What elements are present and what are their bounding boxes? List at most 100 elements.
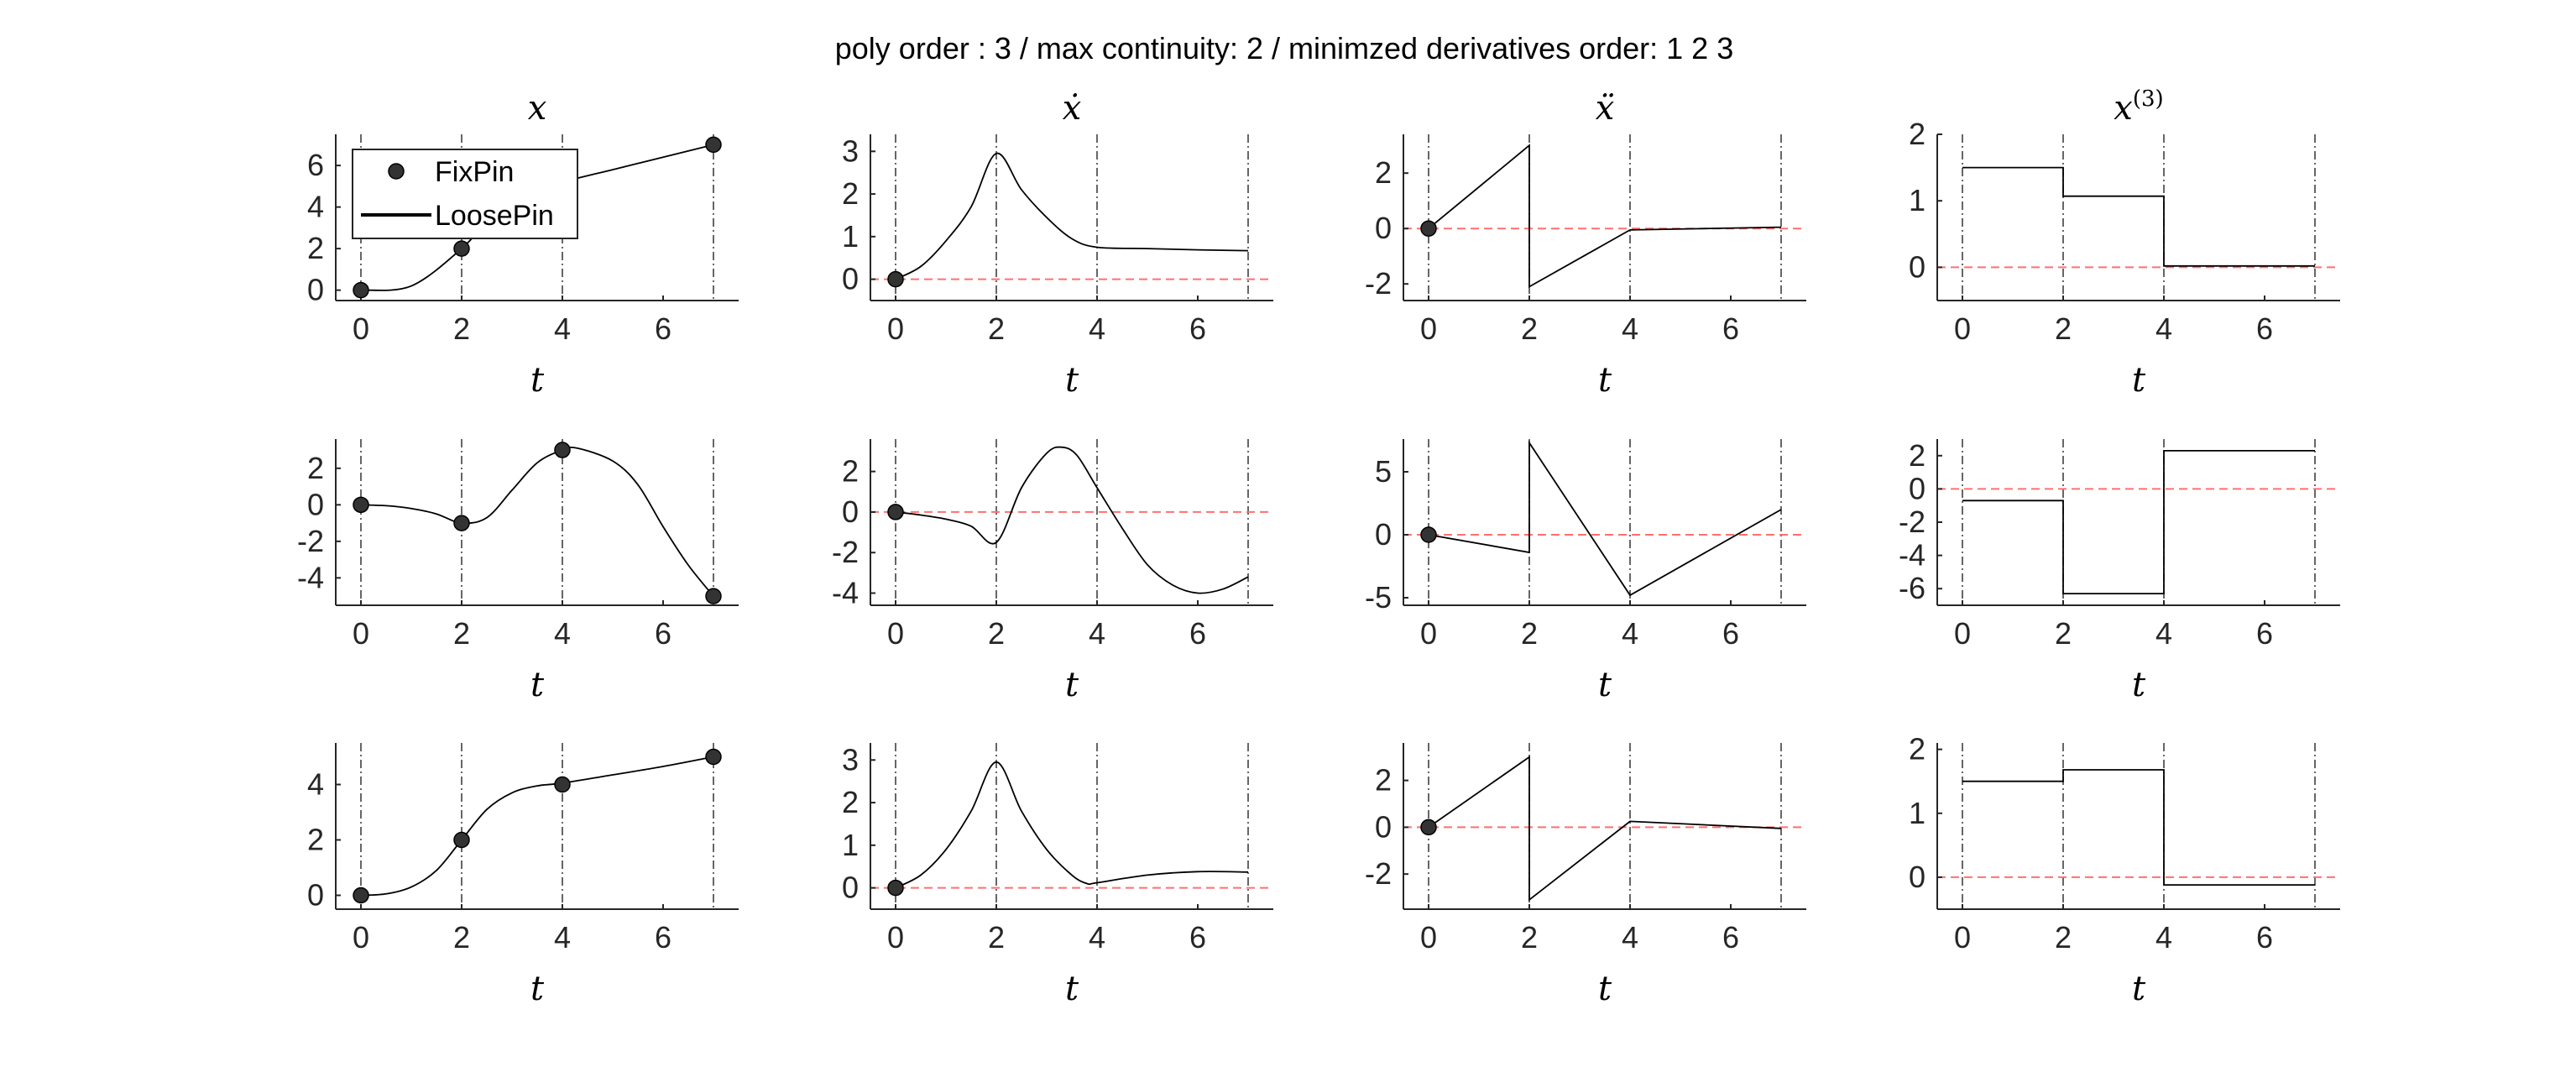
y-tick-label: 2	[1375, 763, 1392, 798]
x-tick-label: 6	[2256, 616, 2273, 651]
x-tick-label: 2	[2055, 616, 2072, 651]
x-tick-label: 2	[453, 920, 470, 955]
series-line	[360, 446, 714, 597]
x-tick-label: 6	[2256, 311, 2273, 346]
y-tick-label: 2	[842, 454, 859, 489]
fixpin-marker	[887, 270, 904, 288]
subplot-r0-c0: 0 2 4 6 0 2 4 6 t x	[307, 89, 739, 400]
fixpin-marker	[705, 748, 722, 766]
y-tick-label: -4	[1899, 538, 1925, 573]
y-tick-label: 3	[842, 133, 859, 168]
x-tick-label: 2	[2055, 311, 2072, 346]
x-tick-label: 2	[453, 616, 470, 651]
y-tick-label: 2	[1909, 438, 1925, 473]
x-tick-label: 2	[1521, 920, 1538, 955]
x-tick-label: 4	[1089, 920, 1105, 955]
subplot-r2-c3: 0 2 4 6 0 1 2 t	[1909, 732, 2340, 1008]
y-tick-label: 1	[842, 828, 859, 862]
y-tick-label: 2	[307, 823, 324, 857]
y-tick-label: 0	[307, 273, 324, 307]
subplot-r0-c2: 0 2 4 6 -2 0 2 t ẍ	[1365, 89, 1806, 400]
x-tick-label: 2	[1521, 616, 1538, 651]
x-tick-label: 6	[655, 616, 671, 651]
y-tick-label: 0	[1909, 860, 1925, 894]
y-tick-label: 0	[842, 871, 859, 905]
x-tick-label: 0	[1954, 616, 1971, 651]
subplot-title: x(3)	[2114, 86, 2163, 128]
y-tick-label: -2	[832, 535, 859, 569]
x-tick-label: 0	[1420, 920, 1437, 955]
y-tick-label: -2	[1899, 505, 1925, 539]
y-tick-label: 0	[842, 262, 859, 296]
x-tick-label: 2	[988, 311, 1005, 346]
x-tick-label: 6	[1722, 311, 1739, 346]
y-tick-label: -4	[297, 560, 324, 594]
subplot-r2-c2: 0 2 4 6 -2 0 2 t	[1365, 743, 1806, 1008]
x-axis-label: t	[2132, 666, 2146, 704]
subplot-r1-c2: 0 2 4 6 -5 0 5 t	[1365, 439, 1806, 704]
x-tick-label: 4	[1089, 311, 1105, 346]
fixpin-marker	[1420, 220, 1437, 237]
x-tick-label: 0	[1954, 311, 1971, 346]
x-tick-label: 6	[1189, 920, 1206, 955]
fixpin-marker	[453, 831, 470, 849]
y-tick-label: 0	[1375, 211, 1392, 245]
fixpin-marker	[554, 776, 571, 793]
series-line	[1428, 144, 1782, 289]
series-line	[895, 446, 1249, 594]
x-tick-label: 4	[554, 920, 571, 955]
x-axis-label: t	[1598, 970, 1612, 1008]
subplot-r0-c3: 0 2 4 6 0 1 2 t x(3)	[1909, 86, 2340, 400]
x-tick-label: 2	[2055, 920, 2072, 955]
y-tick-label: 1	[842, 219, 859, 254]
fixpin-marker	[353, 496, 369, 514]
x-tick-label: 6	[1722, 616, 1739, 651]
legend-loosepin-label: LoosePin	[435, 200, 554, 232]
x-axis-label: t	[2132, 970, 2146, 1008]
y-tick-label: 0	[1375, 517, 1392, 552]
x-tick-label: 4	[2155, 616, 2172, 651]
x-axis-label: t	[530, 970, 545, 1008]
y-tick-label: 0	[307, 878, 324, 913]
x-tick-label: 0	[887, 920, 904, 955]
x-axis-label: t	[1065, 361, 1079, 400]
y-tick-label: 4	[307, 190, 324, 224]
fixpin-marker	[1420, 819, 1437, 836]
x-axis-label: t	[1065, 970, 1079, 1008]
y-tick-label: -5	[1365, 580, 1392, 615]
series-line	[1962, 450, 2315, 594]
subplot-title: ẋ	[1063, 89, 1082, 128]
y-tick-label: -6	[1899, 571, 1925, 605]
figure-suptitle: poly order : 3 / max continuity: 2 / min…	[835, 31, 1733, 65]
x-tick-label: 6	[655, 311, 671, 346]
series-line	[1962, 166, 2315, 267]
x-tick-label: 4	[1622, 616, 1638, 651]
x-tick-label: 6	[1189, 616, 1206, 651]
x-axis-label: t	[530, 361, 545, 400]
x-tick-label: 0	[1420, 311, 1437, 346]
y-tick-label: 0	[1909, 249, 1925, 284]
x-tick-label: 4	[1622, 311, 1638, 346]
fixpin-marker	[353, 887, 369, 904]
x-tick-label: 6	[1722, 920, 1739, 955]
x-axis-label: t	[530, 666, 545, 704]
x-tick-label: 0	[1954, 920, 1971, 955]
fixpin-marker	[705, 136, 722, 154]
y-tick-label: 2	[1375, 155, 1392, 190]
x-axis-label: t	[1598, 666, 1612, 704]
y-tick-label: 2	[1909, 117, 1925, 151]
x-tick-label: 0	[887, 311, 904, 346]
legend-fixpin-marker	[388, 163, 405, 180]
y-tick-label: 0	[1909, 471, 1925, 505]
y-tick-label: 0	[842, 494, 859, 529]
y-tick-label: -4	[832, 576, 859, 610]
y-tick-label: 0	[307, 487, 324, 521]
subplot-title: ẍ	[1596, 89, 1615, 128]
y-tick-label: 2	[842, 176, 859, 211]
x-tick-label: 4	[1089, 616, 1105, 651]
